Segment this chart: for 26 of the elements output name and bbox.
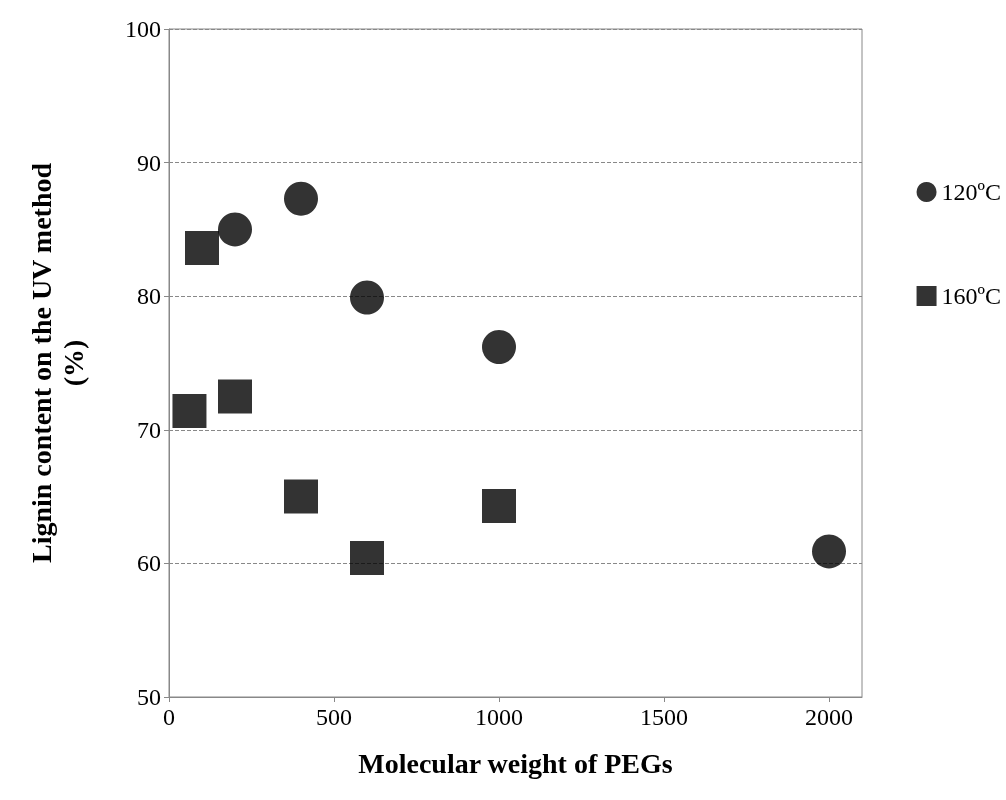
point xyxy=(350,541,384,576)
x-tick-label: 1000 xyxy=(475,704,523,730)
point xyxy=(218,212,252,247)
x-axis-title: Molecular weight of PEGs xyxy=(358,747,673,779)
point xyxy=(284,479,318,514)
y-tick-label: 100 xyxy=(125,16,161,42)
y-tick-label: 80 xyxy=(137,283,161,310)
y-axis-title: Lignin content on the UV method (%) xyxy=(25,162,89,564)
point xyxy=(218,379,252,414)
y-tick-label: 70 xyxy=(137,416,161,443)
x-tick-label: 2000 xyxy=(805,704,853,730)
point xyxy=(185,231,219,266)
point xyxy=(350,280,384,315)
point xyxy=(172,394,207,429)
point xyxy=(284,181,318,216)
legend-label: 120ºC xyxy=(941,179,1001,205)
y-tick-label: 50 xyxy=(137,684,161,710)
point xyxy=(482,329,516,364)
x-tick-label: 500 xyxy=(316,704,352,730)
y-tick-label: 60 xyxy=(137,550,161,577)
x-tick-label: 1500 xyxy=(640,704,688,730)
x-tick-label: 0 xyxy=(163,704,175,730)
point xyxy=(482,488,516,523)
y-tick-label: 90 xyxy=(137,149,161,176)
point xyxy=(812,534,846,569)
legend-label: 160ºC xyxy=(941,283,1001,309)
